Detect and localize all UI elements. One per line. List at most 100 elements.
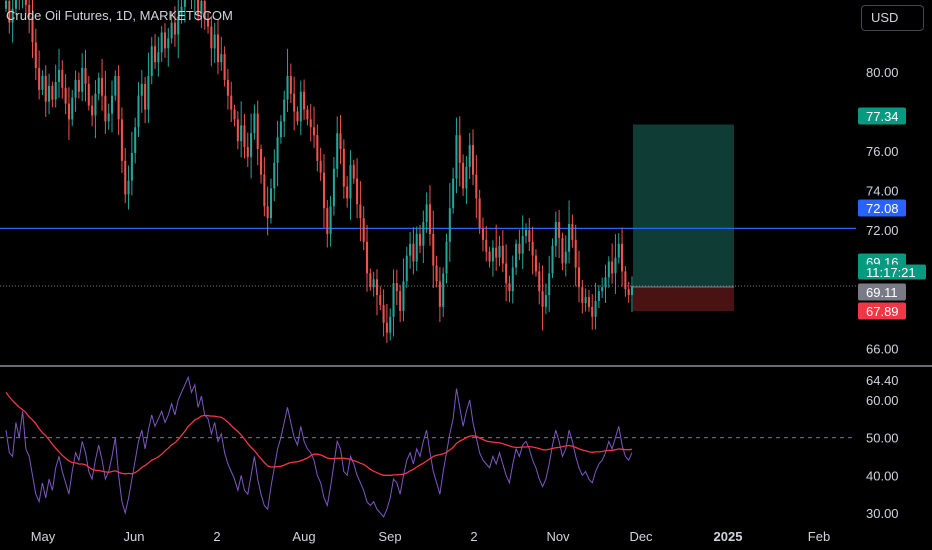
price-tick-label: 74.00	[866, 183, 899, 198]
candle	[150, 46, 153, 76]
candle	[342, 149, 345, 187]
rsi-line	[5, 375, 633, 518]
candle	[223, 54, 226, 80]
candle	[243, 125, 246, 148]
target-zone	[633, 124, 734, 288]
candle	[296, 111, 299, 122]
candle	[561, 237, 564, 264]
candle	[521, 235, 524, 254]
candle	[226, 79, 229, 96]
candle	[177, 16, 180, 35]
candle	[183, 0, 186, 7]
rsi-tick-label: 50.00	[866, 431, 899, 446]
candle	[601, 287, 604, 292]
candle	[8, 0, 11, 23]
candle	[544, 295, 547, 307]
rsi-tick-label: 40.00	[866, 468, 899, 483]
candle	[379, 295, 382, 305]
candle	[213, 34, 216, 49]
candle	[587, 297, 590, 307]
candle	[263, 174, 266, 207]
candle	[114, 75, 117, 96]
candle	[326, 208, 329, 234]
candle	[107, 113, 110, 122]
candle	[54, 81, 57, 100]
candle	[369, 273, 372, 288]
candle	[197, 0, 200, 15]
candle	[336, 133, 339, 169]
candle	[266, 206, 269, 219]
rsi-tick-label: 60.00	[866, 393, 899, 408]
candle	[31, 16, 34, 43]
candle	[621, 243, 624, 272]
candle	[475, 174, 478, 199]
candle	[624, 271, 627, 290]
candle	[236, 119, 239, 142]
candle	[481, 227, 484, 240]
candle	[389, 316, 392, 333]
candle	[465, 166, 468, 189]
candle	[163, 32, 167, 49]
candle	[584, 297, 587, 303]
candle	[365, 241, 369, 274]
time-tick-label: 2	[470, 529, 477, 544]
candle	[614, 257, 617, 274]
candle	[452, 178, 455, 209]
candle	[495, 247, 498, 258]
candle	[84, 68, 87, 84]
candle	[571, 224, 574, 240]
candle	[207, 18, 210, 27]
candle	[230, 95, 233, 110]
candle	[558, 222, 561, 238]
candle	[392, 283, 395, 317]
candle	[97, 77, 100, 94]
candle	[564, 251, 567, 264]
candle	[548, 273, 551, 296]
time-axis: May Jun 2 Aug Sep 2 Nov Dec 2025 Feb	[31, 529, 830, 544]
candle	[276, 137, 279, 163]
candle	[319, 160, 322, 173]
candle	[442, 273, 445, 307]
candle	[117, 75, 120, 120]
candle	[144, 83, 147, 110]
candle	[233, 109, 236, 120]
candle	[306, 109, 309, 120]
candle	[627, 289, 630, 296]
currency-selector[interactable]: USD	[861, 5, 924, 31]
candle	[200, 0, 203, 15]
candle	[220, 54, 223, 63]
candle	[289, 75, 292, 94]
price-label-box	[858, 199, 906, 217]
candle	[157, 52, 160, 63]
rsi-pane[interactable]	[0, 375, 856, 518]
candle	[48, 85, 51, 102]
candle	[445, 241, 448, 274]
candle	[203, 0, 206, 19]
price-pane[interactable]	[0, 0, 856, 344]
position-zones[interactable]	[633, 124, 734, 312]
candle	[356, 178, 359, 205]
candle	[322, 172, 325, 209]
candle	[74, 79, 77, 98]
candle	[180, 6, 183, 17]
candle	[309, 119, 312, 128]
candle	[339, 133, 342, 149]
candle	[240, 125, 243, 142]
candle	[87, 83, 90, 106]
candle	[468, 145, 471, 167]
rsi-tick-label: 30.00	[866, 506, 899, 521]
time-tick-label: Feb	[808, 529, 830, 544]
candle	[67, 103, 70, 120]
candle	[38, 68, 41, 90]
candle	[428, 204, 431, 234]
candle	[81, 68, 84, 92]
candle	[574, 239, 577, 268]
price-tick-label: 66.00	[866, 341, 899, 356]
candle	[210, 26, 213, 49]
candle	[455, 135, 458, 179]
time-tick-label: May	[31, 529, 56, 544]
candle	[57, 70, 61, 82]
candle	[124, 160, 127, 195]
